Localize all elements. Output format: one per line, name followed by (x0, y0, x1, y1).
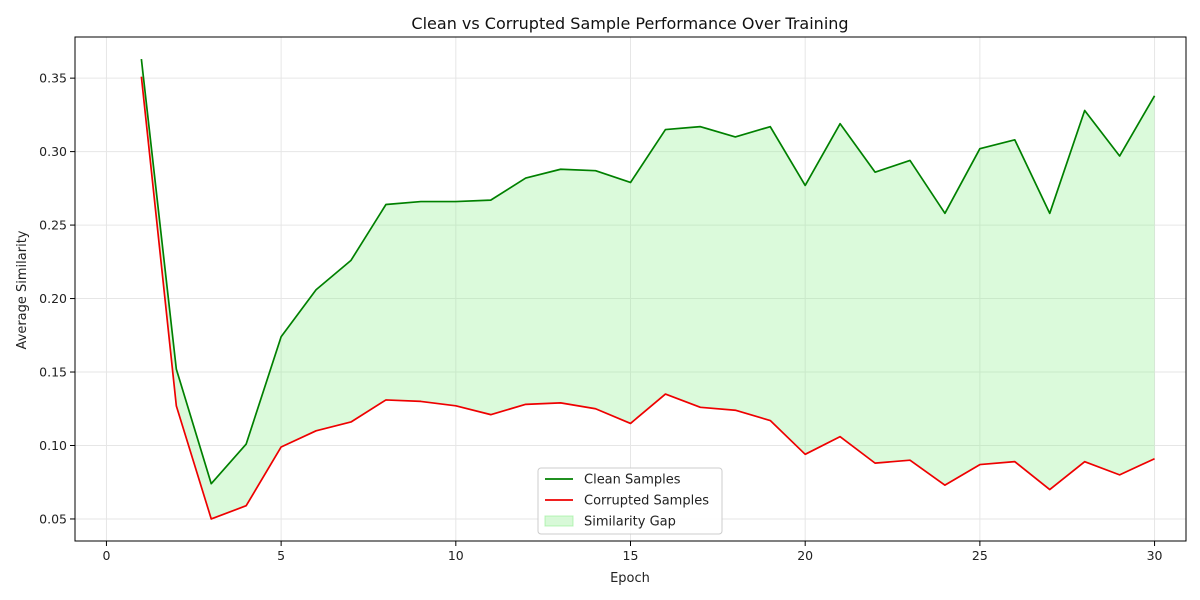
data-point-corrupted (594, 408, 596, 410)
data-point-clean (804, 184, 806, 186)
data-point-corrupted (1118, 474, 1120, 476)
x-tick-label: 0 (102, 548, 110, 563)
y-tick-label: 0.25 (39, 218, 67, 233)
data-point-corrupted (699, 406, 701, 408)
y-tick-label: 0.20 (39, 291, 67, 306)
data-point-corrupted (804, 453, 806, 455)
data-point-corrupted (734, 409, 736, 411)
data-point-clean (664, 128, 666, 130)
y-tick-label: 0.15 (39, 365, 67, 380)
data-point-clean (1049, 212, 1051, 214)
series-line-clean (140, 58, 1156, 485)
data-point-clean (1083, 109, 1085, 111)
data-point-corrupted (350, 421, 352, 423)
data-point-clean (909, 159, 911, 161)
data-point-clean (420, 200, 422, 202)
data-point-corrupted (420, 400, 422, 402)
x-tick-label: 30 (1147, 548, 1163, 563)
y-axis: 0.05 0.10 0.15 0.20 0.25 0.30 0.35 (39, 71, 75, 526)
data-point-clean (629, 181, 631, 183)
data-point-corrupted (874, 462, 876, 464)
data-point-corrupted (944, 484, 946, 486)
data-point-clean (1118, 155, 1120, 157)
data-point-clean (699, 125, 701, 127)
data-point-clean (944, 212, 946, 214)
x-tick-label: 20 (797, 548, 813, 563)
data-point-clean (874, 171, 876, 173)
data-point-clean (455, 200, 457, 202)
similarity-gap-area (141, 59, 1155, 519)
data-point-clean (175, 368, 177, 370)
y-tick-label: 0.05 (39, 511, 67, 526)
chart-title: Clean vs Corrupted Sample Performance Ov… (411, 14, 848, 33)
data-point-corrupted (629, 422, 631, 424)
data-point-clean (350, 259, 352, 261)
data-point-corrupted (455, 405, 457, 407)
legend-label-corrupted: Corrupted Samples (584, 494, 709, 509)
data-point-corrupted (1049, 488, 1051, 490)
data-point-corrupted (245, 505, 247, 507)
data-point-clean (1014, 139, 1016, 141)
data-point-clean (385, 203, 387, 205)
data-point-corrupted (559, 402, 561, 404)
y-tick-label: 0.30 (39, 144, 67, 159)
data-point-clean (490, 199, 492, 201)
data-point-corrupted (315, 430, 317, 432)
x-tick-label: 5 (277, 548, 285, 563)
legend-swatch-gap (544, 515, 574, 527)
data-point-clean (559, 168, 561, 170)
data-point-clean (979, 147, 981, 149)
data-point-corrupted (490, 413, 492, 415)
y-tick-label: 0.10 (39, 438, 67, 453)
data-point-corrupted (979, 463, 981, 465)
y-axis-label: Average Similarity (15, 230, 30, 349)
data-point-clean (524, 177, 526, 179)
x-axis: 0 5 10 15 20 25 30 (102, 541, 1163, 563)
x-axis-label: Epoch (610, 571, 650, 586)
data-point-corrupted (1083, 460, 1085, 462)
data-point-clean (839, 122, 841, 124)
y-tick-label: 0.35 (39, 71, 67, 86)
data-point-clean (140, 58, 142, 60)
x-tick-label: 15 (623, 548, 639, 563)
data-point-corrupted (280, 446, 282, 448)
data-point-corrupted (175, 405, 177, 407)
data-point-corrupted (140, 75, 142, 77)
x-tick-label: 10 (448, 548, 464, 563)
data-point-clean (734, 136, 736, 138)
data-point-clean (1153, 95, 1155, 97)
data-point-clean (245, 443, 247, 445)
fill-layer (141, 59, 1155, 519)
data-point-clean (210, 482, 212, 484)
data-point-clean (315, 289, 317, 291)
data-point-corrupted (909, 459, 911, 461)
x-tick-label: 25 (972, 548, 988, 563)
legend-box (537, 467, 723, 535)
data-point-clean (594, 170, 596, 172)
data-point-corrupted (769, 419, 771, 421)
data-point-corrupted (1153, 458, 1155, 460)
data-point-corrupted (385, 399, 387, 401)
data-point-corrupted (524, 403, 526, 405)
grid (75, 37, 1186, 541)
data-point-corrupted (664, 393, 666, 395)
data-point-corrupted (839, 435, 841, 437)
series-layer (140, 58, 1156, 520)
data-point-clean (769, 125, 771, 127)
legend: Clean Samples Corrupted Samples Similari… (537, 467, 723, 535)
legend-label-gap: Similarity Gap (584, 515, 676, 530)
data-point-corrupted (210, 518, 212, 520)
data-point-corrupted (1014, 460, 1016, 462)
data-point-clean (280, 336, 282, 338)
series-line-corrupted (140, 76, 1155, 520)
legend-label-clean: Clean Samples (584, 473, 681, 488)
